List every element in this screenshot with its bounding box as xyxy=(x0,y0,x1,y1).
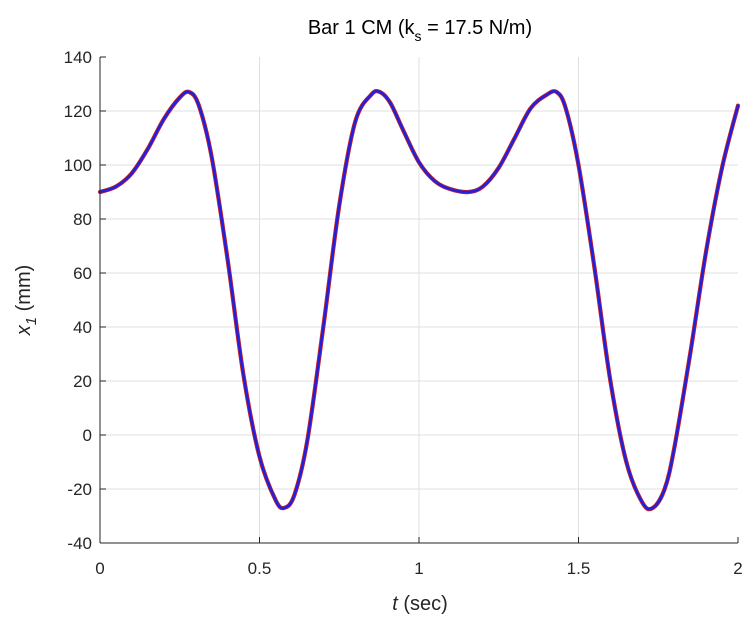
series-line xyxy=(98,89,740,511)
data-layer xyxy=(97,88,741,512)
chart-title-suffix: = 17.5 N/m) xyxy=(422,17,533,39)
y-tick-label: 0 xyxy=(83,426,92,445)
x-tick-label: 1.5 xyxy=(567,559,591,578)
chart-title-subscript: s xyxy=(415,28,422,44)
x-tick-label: 1 xyxy=(414,559,423,578)
x-ticks: 0 0.5 1 1.5 2 xyxy=(95,537,743,578)
x-axis-label-var: t xyxy=(392,593,399,615)
y-tick-label: 60 xyxy=(73,264,92,283)
x-tick-label: 0 xyxy=(95,559,104,578)
svg-text:t (sec): t (sec) xyxy=(392,593,448,615)
y-axis-label-subscript: 1 xyxy=(23,317,40,325)
chart-title: Bar 1 CM (ks = 17.5 N/m) xyxy=(308,17,532,44)
y-tick-label: 80 xyxy=(73,210,92,229)
y-tick-label: 20 xyxy=(73,372,92,391)
x-tick-label: 0.5 xyxy=(248,559,272,578)
x-tick-label: 2 xyxy=(733,559,742,578)
svg-text:x1 (mm): x1 (mm) xyxy=(13,265,40,337)
x-axis-label: t (sec) xyxy=(392,593,448,615)
y-tick-label: -20 xyxy=(67,480,92,499)
y-tick-label: 40 xyxy=(73,318,92,337)
chart-title-prefix: Bar 1 CM (k xyxy=(308,17,416,39)
y-tick-label: 140 xyxy=(64,48,92,67)
y-axis-label: x1 (mm) xyxy=(13,265,40,337)
y-tick-label: 120 xyxy=(64,102,92,121)
svg-text:Bar 1 CM (ks = 17.5 N/m): Bar 1 CM (ks = 17.5 N/m) xyxy=(308,17,532,44)
y-axis-label-var: x xyxy=(13,324,35,336)
x-axis-label-rest: (sec) xyxy=(398,593,448,615)
grid xyxy=(100,57,738,543)
y-tick-label: 100 xyxy=(64,156,92,175)
y-ticks: -40 -20 0 20 40 60 80 100 120 140 xyxy=(64,48,106,553)
y-tick-label: -40 xyxy=(67,534,92,553)
y-axis-label-rest: (mm) xyxy=(13,265,35,317)
